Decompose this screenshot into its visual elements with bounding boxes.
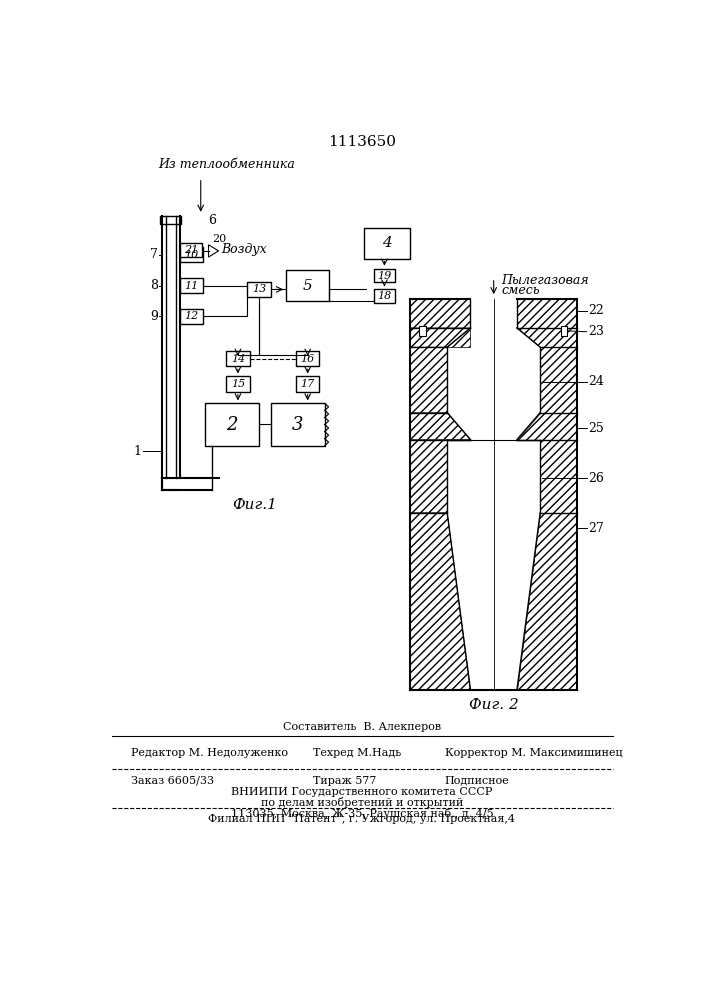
Text: 5: 5: [303, 279, 312, 293]
Bar: [286, 270, 329, 301]
Bar: [180, 247, 203, 262]
Text: Пылегазовая: Пылегазовая: [501, 274, 589, 287]
Polygon shape: [410, 328, 470, 347]
Polygon shape: [410, 440, 448, 513]
Polygon shape: [410, 413, 470, 440]
Text: 18: 18: [378, 291, 392, 301]
Text: ВНИИПИ Государственного комитета СССР: ВНИИПИ Государственного комитета СССР: [231, 787, 493, 797]
Bar: [160, 216, 182, 224]
Text: 1113650: 1113650: [328, 135, 396, 149]
Bar: [373, 269, 395, 282]
Text: 15: 15: [230, 379, 245, 389]
Bar: [180, 309, 203, 324]
Text: 1: 1: [133, 445, 141, 458]
Text: Фиг. 2: Фиг. 2: [469, 698, 518, 712]
Text: 12: 12: [185, 311, 199, 321]
Polygon shape: [540, 440, 577, 513]
Text: 16: 16: [300, 354, 315, 364]
Bar: [180, 243, 201, 257]
Text: 14: 14: [230, 354, 245, 364]
Polygon shape: [517, 328, 577, 347]
Text: 4: 4: [382, 236, 392, 250]
Text: Техред М.Надь: Техред М.Надь: [313, 748, 402, 758]
Text: 26: 26: [588, 472, 604, 485]
Polygon shape: [209, 245, 218, 257]
Text: 24: 24: [588, 375, 604, 388]
Text: 19: 19: [378, 271, 392, 281]
Polygon shape: [517, 299, 577, 328]
Text: Корректор М. Максимишинец: Корректор М. Максимишинец: [445, 748, 622, 758]
Bar: [226, 376, 250, 392]
Text: Филиал ППП "Патент", г. Ужгород, ул. Проектная,4: Филиал ППП "Патент", г. Ужгород, ул. Про…: [209, 814, 515, 824]
Bar: [296, 376, 320, 392]
Text: 21: 21: [184, 245, 198, 255]
Text: 8: 8: [150, 279, 158, 292]
Text: Составитель  В. Алекперов: Составитель В. Алекперов: [283, 722, 441, 732]
Text: 6: 6: [209, 214, 216, 227]
Bar: [561, 326, 567, 336]
Polygon shape: [517, 513, 577, 690]
Text: 13: 13: [252, 284, 266, 294]
Bar: [363, 228, 410, 259]
Text: Редактор М. Недолуженко: Редактор М. Недолуженко: [131, 748, 288, 758]
Polygon shape: [410, 299, 470, 328]
Text: Подписное: Подписное: [445, 776, 510, 786]
Bar: [180, 278, 203, 293]
Bar: [247, 282, 271, 297]
Text: Тираж 577: Тираж 577: [313, 776, 377, 786]
Text: по делам изобретений и открытий: по делам изобретений и открытий: [261, 797, 463, 808]
Text: 11: 11: [185, 281, 199, 291]
Text: 27: 27: [588, 522, 604, 535]
Text: смесь: смесь: [501, 284, 540, 297]
Bar: [296, 351, 320, 366]
Polygon shape: [410, 299, 470, 347]
Text: Заказ 6605/33: Заказ 6605/33: [131, 776, 214, 786]
Bar: [419, 326, 426, 336]
Text: 7: 7: [151, 248, 158, 261]
Bar: [226, 351, 250, 366]
Polygon shape: [517, 413, 577, 440]
Text: 113035, Москва, Ж-35, Раушская наб., д. 4/5: 113035, Москва, Ж-35, Раушская наб., д. …: [230, 808, 493, 819]
Text: 22: 22: [588, 304, 604, 317]
Bar: [373, 289, 395, 303]
Text: 2: 2: [226, 416, 238, 434]
Polygon shape: [410, 347, 448, 413]
Text: 20: 20: [212, 234, 227, 244]
Bar: [271, 403, 325, 446]
Text: 23: 23: [588, 325, 604, 338]
Bar: [204, 403, 259, 446]
Polygon shape: [540, 347, 577, 413]
Text: 25: 25: [588, 422, 604, 434]
Text: 9: 9: [151, 310, 158, 323]
Polygon shape: [410, 513, 470, 690]
Text: 3: 3: [292, 416, 303, 434]
Text: Из теплообменника: Из теплообменника: [158, 158, 295, 171]
Text: 17: 17: [300, 379, 315, 389]
Text: Фиг.1: Фиг.1: [233, 498, 277, 512]
Text: 10: 10: [185, 250, 199, 260]
Text: Воздух: Воздух: [222, 243, 267, 256]
